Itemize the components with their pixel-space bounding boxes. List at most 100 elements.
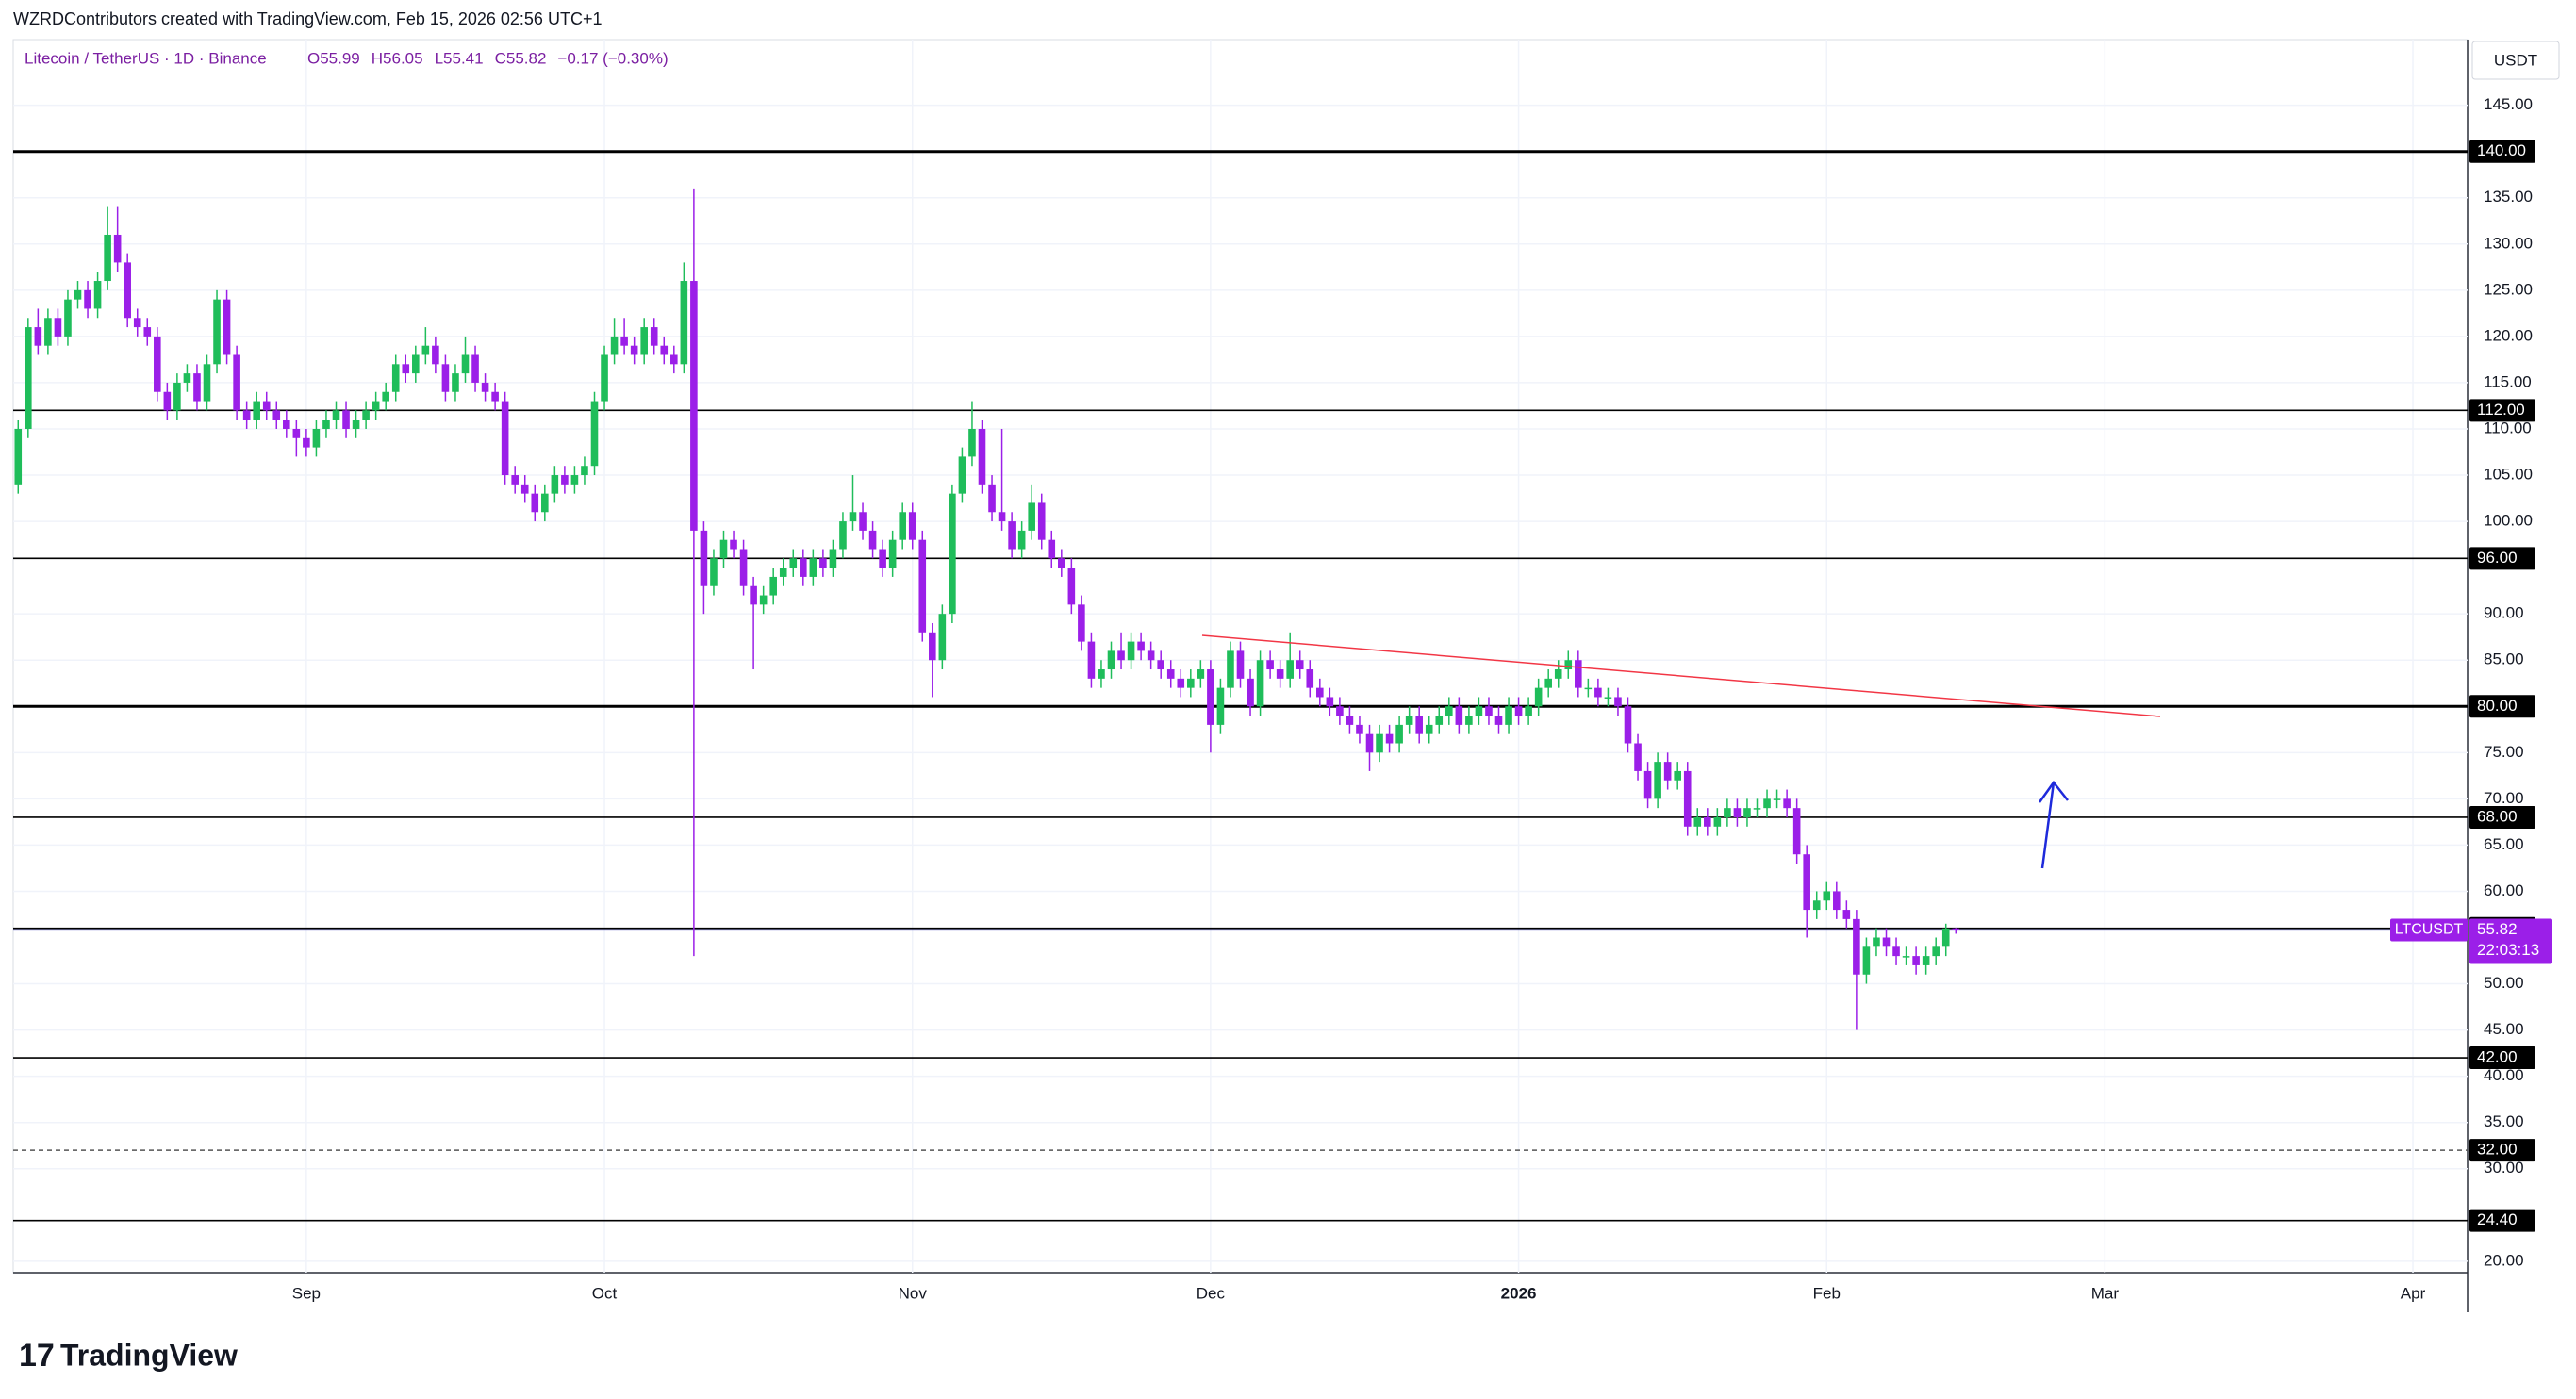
last-symbol: LTCUSDT: [2395, 922, 2464, 938]
candle-body: [213, 299, 221, 365]
candle-body: [1078, 604, 1085, 642]
candle-body: [1048, 539, 1056, 559]
candle-body: [1514, 706, 1523, 716]
legend-value: C55.82: [495, 49, 547, 67]
level-label: 68.00: [2477, 807, 2518, 825]
y-tick-label: 135.00: [2484, 188, 2533, 206]
level-label-box: [2469, 1046, 2535, 1070]
candle-body: [829, 549, 837, 568]
candle-body: [173, 382, 181, 411]
candle-body: [203, 364, 211, 402]
candle-body: [1455, 706, 1463, 725]
candle-body: [303, 437, 310, 448]
candle-body: [1445, 706, 1453, 716]
candle-body: [570, 475, 579, 485]
x-tick-label: Feb: [1813, 1284, 1841, 1302]
candle-body: [1425, 724, 1433, 734]
candle-body: [1365, 733, 1374, 753]
candle-body: [1614, 697, 1622, 707]
candle-body: [1376, 733, 1383, 753]
candle-body: [868, 530, 877, 550]
y-tick-label: 35.00: [2484, 1112, 2524, 1130]
candle-body: [1534, 687, 1543, 707]
candle-body: [1634, 743, 1642, 771]
candle-body: [888, 539, 897, 568]
candle-body: [233, 354, 240, 411]
candle-body: [242, 410, 251, 420]
candle-body: [1941, 928, 1950, 947]
candle-body: [183, 373, 191, 383]
trend-line: [1201, 634, 2161, 717]
candle-body: [1037, 502, 1046, 540]
candle-body: [908, 512, 916, 540]
candle-body: [1763, 798, 1771, 809]
y-tick-label: 40.00: [2484, 1066, 2524, 1084]
candle-body: [1674, 770, 1681, 781]
candle-body: [590, 401, 599, 467]
candle-body: [541, 493, 549, 513]
y-tick-label: 50.00: [2484, 974, 2524, 992]
candle-body: [1544, 678, 1552, 688]
candle-body: [800, 558, 807, 577]
x-tick-label: Oct: [592, 1284, 618, 1302]
candle-body: [531, 493, 539, 513]
candle-body: [124, 262, 131, 319]
y-tick-label: 20.00: [2484, 1251, 2524, 1269]
candle-body: [1087, 641, 1096, 679]
candle-body: [511, 475, 519, 485]
legend-value: O55.99: [307, 49, 360, 67]
candle-body: [352, 420, 360, 429]
level-label-box: [2469, 805, 2535, 829]
candle-body: [1296, 660, 1304, 670]
candle-body: [710, 558, 718, 586]
candle-body: [1743, 808, 1751, 817]
candle-body: [1385, 733, 1394, 744]
candle-body: [1624, 706, 1632, 744]
candle-body: [1952, 928, 1960, 930]
candle-body: [1704, 816, 1711, 827]
candle-body: [759, 595, 768, 605]
candle-body: [441, 364, 450, 392]
level-label: 140.00: [2477, 141, 2526, 159]
x-tick-label: 2026: [1501, 1284, 1537, 1302]
candle-body: [1405, 716, 1413, 725]
currency: USDT: [2494, 51, 2537, 69]
candle-body: [680, 281, 688, 365]
candle-body: [223, 299, 231, 355]
candle-body: [421, 345, 430, 355]
candle-body: [1873, 937, 1880, 947]
candle-body: [1833, 891, 1841, 911]
symbol: Litecoin / TetherUS · 1D · Binance: [25, 49, 267, 67]
candle-body: [1663, 762, 1672, 781]
candle-body: [391, 364, 400, 392]
candle-body: [1654, 762, 1661, 799]
candle-body: [1564, 660, 1573, 670]
candle-body: [1395, 724, 1403, 744]
candle-body: [968, 428, 976, 457]
candle-body: [1643, 770, 1652, 799]
candle-body: [581, 466, 588, 476]
candle-body: [104, 234, 111, 282]
candle-body: [520, 484, 529, 494]
candle-body: [1067, 568, 1076, 605]
candle-body: [253, 401, 260, 420]
candle-body: [938, 614, 947, 661]
candle-body: [1028, 502, 1035, 531]
candle-body: [312, 428, 321, 448]
candle-body: [660, 345, 669, 355]
y-tick-label: 65.00: [2484, 835, 2524, 853]
candle-body: [779, 568, 787, 577]
logo: TradingView: [60, 1338, 238, 1372]
candle-body: [25, 327, 32, 429]
candle-body: [412, 354, 420, 374]
level-label: 24.40: [2477, 1210, 2518, 1228]
candle-body: [1922, 956, 1930, 965]
y-tick-label: 60.00: [2484, 881, 2524, 899]
candle-body: [849, 512, 857, 522]
candle-body: [1882, 937, 1891, 947]
currency-box: [2471, 41, 2560, 80]
candle-body: [64, 299, 72, 337]
candle-body: [342, 410, 350, 429]
candle-body: [1902, 956, 1910, 958]
